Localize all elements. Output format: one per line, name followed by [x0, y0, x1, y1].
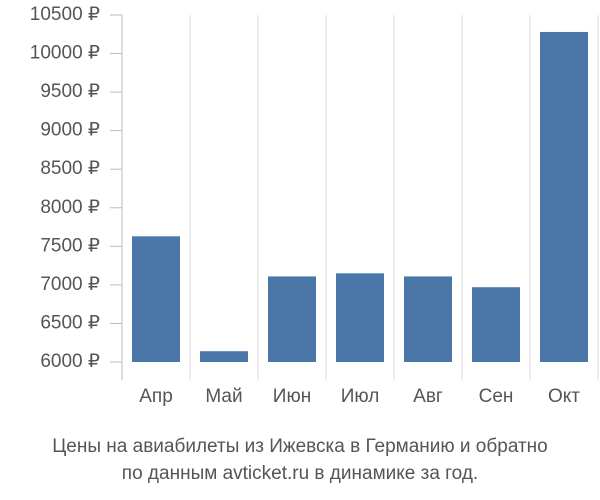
x-tick-label: Апр: [139, 386, 173, 407]
bar: [540, 31, 588, 362]
bar: [336, 273, 384, 362]
y-tick-label: 7000 ₽: [40, 274, 100, 295]
y-tick-label: 9000 ₽: [40, 120, 100, 141]
x-tick-label: Сен: [479, 386, 514, 407]
y-tick-label: 6500 ₽: [40, 312, 100, 333]
bar: [132, 236, 180, 362]
bar: [200, 351, 248, 362]
x-tick-label: Июн: [273, 386, 311, 407]
caption-line: Цены на авиабилеты из Ижевска в Германию…: [52, 436, 547, 457]
x-tick-label: Май: [205, 386, 242, 407]
y-tick-label: 8000 ₽: [40, 197, 100, 218]
y-tick-label: 8500 ₽: [40, 158, 100, 179]
bar: [268, 276, 316, 362]
y-tick-label: 7500 ₽: [40, 235, 100, 256]
y-tick-label: 10000 ₽: [30, 43, 100, 64]
bar: [472, 287, 520, 362]
caption-line: по данным avticket.ru в динамике за год.: [122, 463, 478, 484]
x-tick-label: Окт: [548, 386, 580, 407]
bar: [404, 276, 452, 362]
x-tick-label: Июл: [341, 386, 380, 407]
y-tick-label: 10500 ₽: [30, 4, 100, 25]
y-tick-label: 9500 ₽: [40, 81, 100, 102]
x-tick-label: Авг: [413, 386, 443, 407]
y-tick-label: 6000 ₽: [40, 351, 100, 372]
